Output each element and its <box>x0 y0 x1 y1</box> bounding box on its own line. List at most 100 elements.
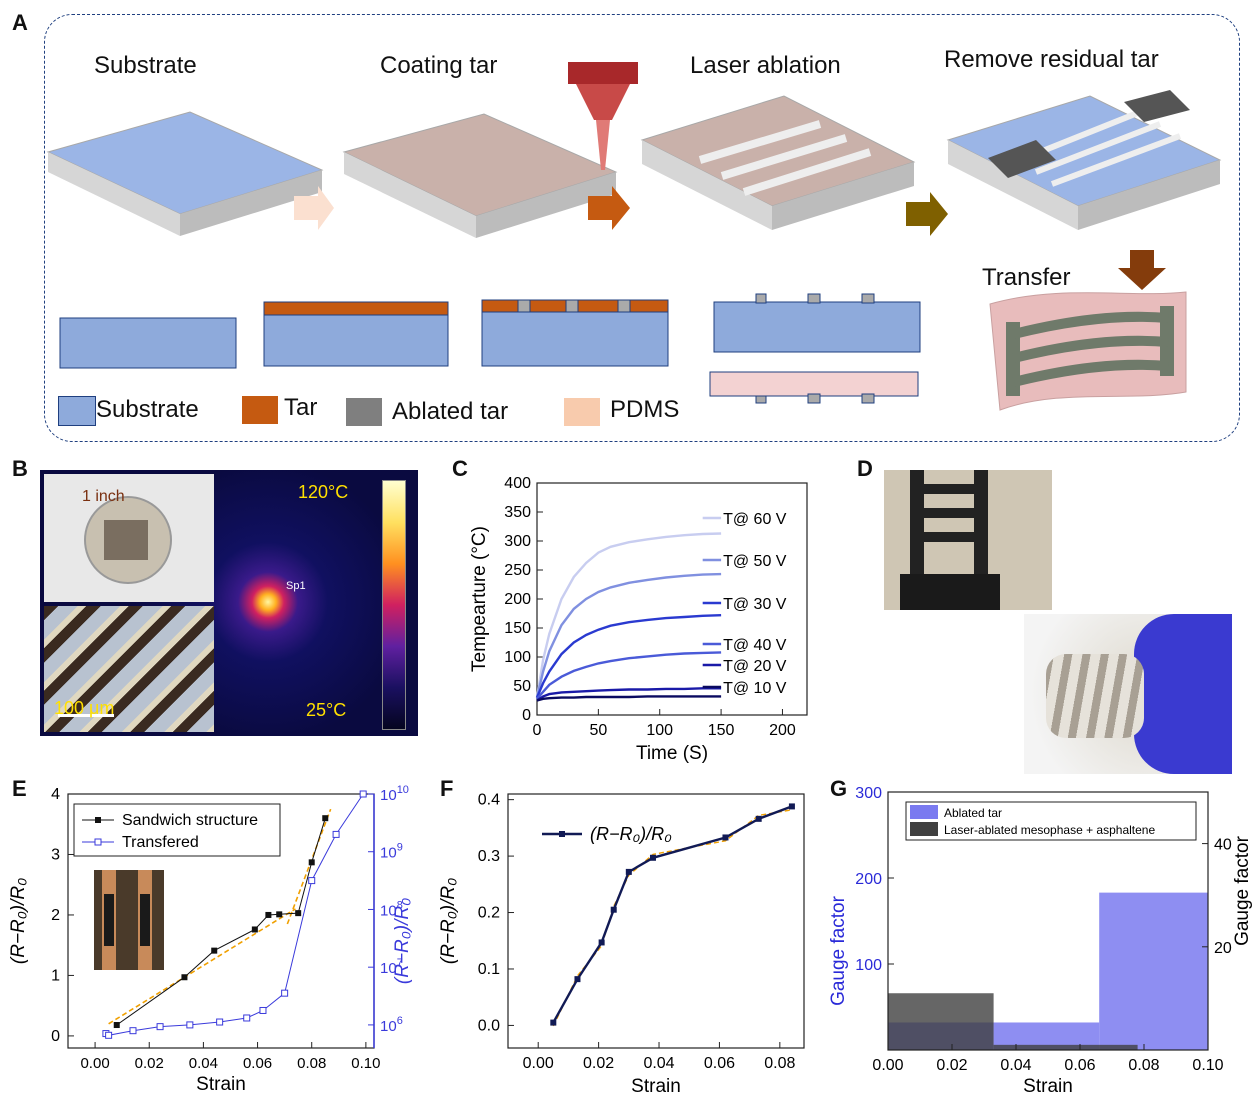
x-tick-label: 0.08 <box>297 1055 326 1072</box>
x-tick-label: 0.10 <box>1192 1057 1223 1074</box>
y-tick-label: 300 <box>504 533 531 550</box>
x-tick-label: 0.10 <box>351 1055 380 1072</box>
data-point <box>322 815 329 822</box>
data-point <box>574 976 581 983</box>
arrow-1 <box>294 186 334 230</box>
series-label: T@ 50 V <box>723 553 787 570</box>
series-label: T@ 40 V <box>723 637 787 654</box>
legend-label-pdms: PDMS <box>610 396 680 423</box>
data-point <box>156 1023 164 1031</box>
x-tick-label: 0.00 <box>523 1055 554 1072</box>
y-axis-label-right: (R−R₀)/R₀ <box>392 898 413 984</box>
finger-1 <box>924 484 974 494</box>
series-line <box>105 793 364 1036</box>
chart-e: 0.00 0.02 0.04 0.06 0.08 0.10 0 1 2 3 4 106 107 108 10… <box>8 784 413 1094</box>
legend-label: (R−R₀)/R₀ <box>590 824 672 844</box>
data-point <box>598 939 605 946</box>
y-axis-label-left: Gauge factor <box>828 895 849 1006</box>
legend-swatch-pdms <box>564 398 600 426</box>
panel-label-c: C <box>452 456 468 481</box>
inset-scale-um: 100 μm <box>54 698 115 718</box>
data-point <box>610 906 617 913</box>
x-tick-label: 0.04 <box>643 1055 674 1072</box>
x-tick-label: 0 <box>533 722 542 739</box>
y-tick-label-left: 1 <box>51 967 60 984</box>
data-point <box>281 989 289 997</box>
cs-pdms <box>709 371 919 404</box>
finger-3 <box>924 532 974 542</box>
y-tick-label: 250 <box>504 562 531 579</box>
x-tick-label: 0.08 <box>764 1055 795 1072</box>
transfer-film <box>989 291 1187 411</box>
y-tick-label-right: 40 <box>1214 837 1232 854</box>
x-axis-label: Time (S) <box>636 743 708 764</box>
x-tick-label: 100 <box>646 722 673 739</box>
photo-device-bent <box>1024 614 1232 774</box>
step-remove-label: Remove residual tar <box>944 46 1159 73</box>
sample-2 <box>140 894 150 946</box>
cs-substrate <box>59 317 237 369</box>
series-line <box>536 651 722 700</box>
photo-device-closeup <box>884 470 1052 610</box>
x-tick-label: 0.06 <box>243 1055 272 1072</box>
step-laser-label: Laser ablation <box>690 52 841 79</box>
y-tick-label-right: 108 <box>380 899 403 919</box>
y-axis-label-right: Gauge factor <box>1232 835 1253 946</box>
legend-swatch-substrate <box>58 396 96 426</box>
x-tick-label: 0.00 <box>80 1055 109 1072</box>
inset-photo-sandwich <box>94 870 164 970</box>
data-point <box>181 974 188 981</box>
y-tick-label: 350 <box>504 504 531 521</box>
y-tick-label-right: 20 <box>1214 940 1232 957</box>
data-point <box>332 830 340 838</box>
legend-swatch <box>910 822 938 836</box>
series-label: T@ 60 V <box>723 511 787 528</box>
series-line <box>535 572 722 698</box>
legend-label-ablated: Ablated tar <box>392 398 509 425</box>
arrow-2 <box>588 186 630 230</box>
x-tick-label: 150 <box>708 722 735 739</box>
y-tick-label-left: 0 <box>51 1028 60 1045</box>
cs-coated <box>263 301 449 367</box>
bent-device <box>1046 654 1144 738</box>
y-tick-label-right: 1010 <box>380 784 409 804</box>
y-tick-label-left: 200 <box>855 871 882 888</box>
chart-f: 0.00 0.02 0.04 0.06 0.08 0.0 0.1 0.2 0.3 0.4 Strai… <box>438 792 805 1094</box>
sample-1 <box>104 894 114 946</box>
y-tick-label: 400 <box>504 475 531 492</box>
y-tick-label: 200 <box>504 591 531 608</box>
legend-swatch-ablated <box>346 398 382 426</box>
y-axis-label-left: (R−R₀)/R₀ <box>8 878 29 964</box>
data-point <box>211 947 218 954</box>
inset-micrograph: 100 μm <box>44 606 214 732</box>
legend-label: Transfered <box>122 834 199 851</box>
panel-label-b: B <box>12 456 28 481</box>
y-tick-label: 100 <box>504 649 531 666</box>
panel-label-g: G <box>830 776 848 801</box>
panel-label-d: D <box>857 456 873 481</box>
data-point <box>259 1006 267 1014</box>
y-tick-label: 0.4 <box>478 792 500 809</box>
step-transfer-label: Transfer <box>982 264 1071 291</box>
spot-label: Sp1 <box>286 580 306 592</box>
y-tick-label-left: 2 <box>51 907 60 924</box>
y-tick-label: 50 <box>513 678 531 695</box>
legend-label: Sandwich structure <box>122 812 258 829</box>
slab-coated <box>342 113 618 238</box>
y-tick-label-left: 100 <box>855 957 882 974</box>
fit-line <box>108 908 296 1025</box>
slab-ablated <box>640 95 916 230</box>
cs-ablated <box>481 299 669 367</box>
legend-box <box>905 801 1197 841</box>
thermal-image: 1 inch 100 μm 120°C 25°C Sp1 <box>40 470 418 736</box>
x-axis-label: Strain <box>631 1076 681 1094</box>
temp-high-label: 120°C <box>298 482 349 502</box>
y-tick-label-left: 3 <box>51 846 60 863</box>
legend-swatch-tar <box>242 396 278 424</box>
inset-photo-wafer: 1 inch <box>44 474 214 602</box>
x-tick-label: 0.00 <box>872 1057 903 1074</box>
legend-marker <box>559 831 565 837</box>
x-tick-label: 0.04 <box>1000 1057 1031 1074</box>
data-point <box>308 859 315 866</box>
data-point <box>265 911 272 918</box>
